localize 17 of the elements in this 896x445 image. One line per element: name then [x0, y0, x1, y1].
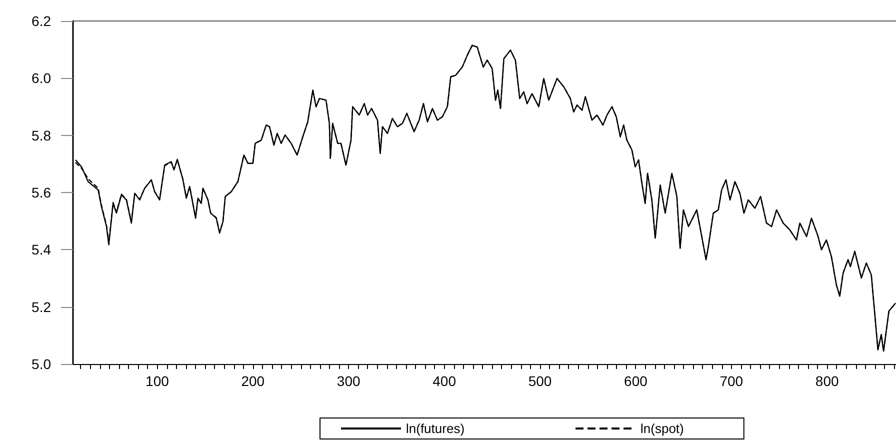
- x-tick-label: 800: [815, 373, 839, 389]
- x-tick-label: 100: [146, 373, 170, 389]
- legend-label: ln(futures): [406, 421, 465, 436]
- y-tick-label: 5.6: [32, 184, 52, 200]
- x-tick-label: 400: [432, 373, 456, 389]
- x-tick-label: 300: [336, 373, 360, 389]
- y-tick-label: 5.0: [32, 356, 52, 372]
- y-tick-label: 5.4: [32, 242, 52, 258]
- y-tick-label: 5.2: [32, 298, 52, 315]
- legend-label: ln(spot): [640, 421, 684, 436]
- y-tick-label: 6.2: [32, 13, 52, 29]
- x-tick-label: 200: [241, 373, 265, 389]
- x-tick-label: 600: [624, 373, 648, 389]
- y-tick-label: 6.0: [32, 70, 52, 86]
- x-tick-label: 500: [528, 373, 552, 389]
- y-tick-label: 5.8: [32, 127, 52, 144]
- x-tick-label: 700: [720, 373, 744, 389]
